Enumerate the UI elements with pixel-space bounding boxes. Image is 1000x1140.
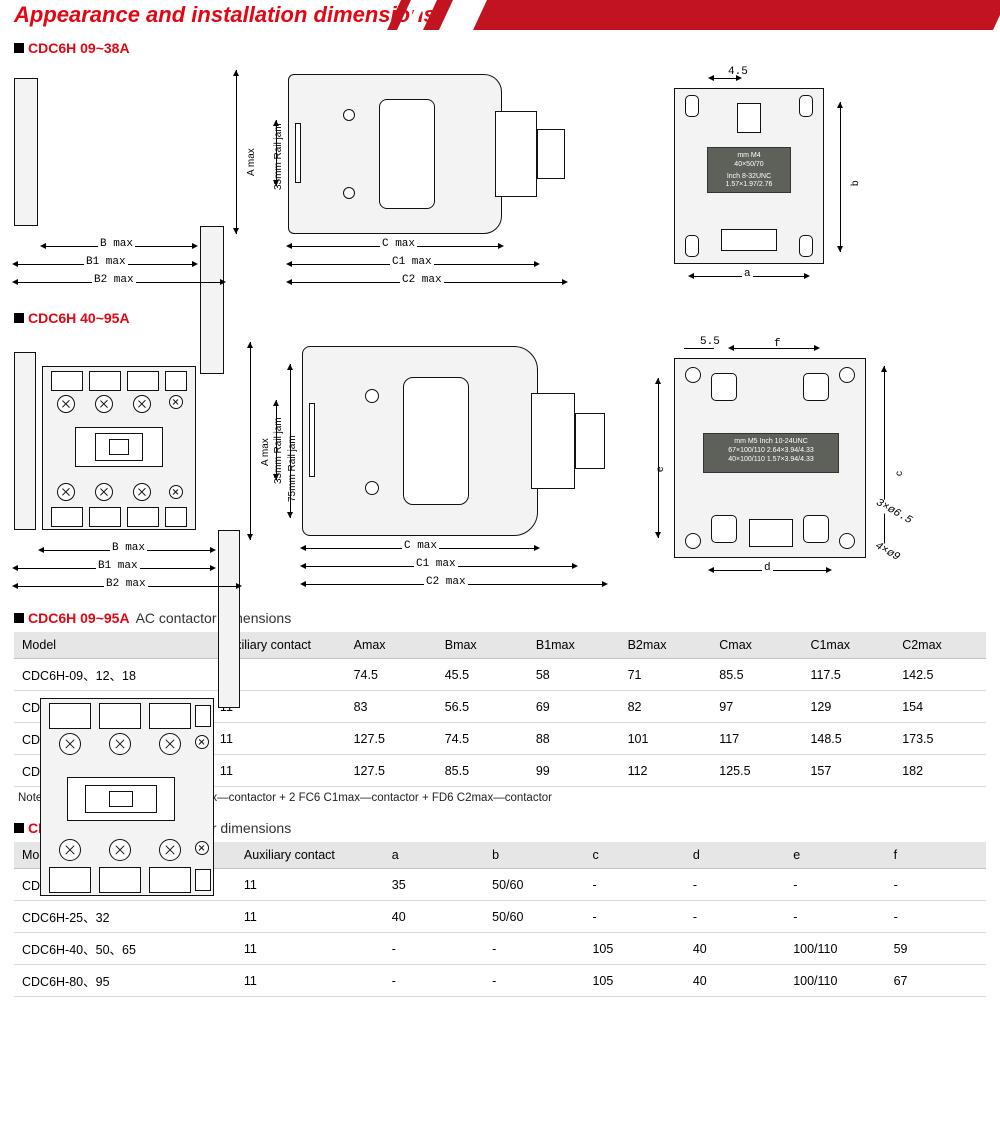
- table-header: Cmax: [711, 632, 802, 659]
- header-band: Appearance and installation dimensions: [0, 0, 1000, 34]
- table-header: Auxiliary contact: [236, 842, 384, 869]
- table-header: c: [584, 842, 684, 869]
- drawings-row-2: A max B max B1 max B2 max 75mm R: [0, 332, 1000, 604]
- back-view-large: 5.5 f mm M5 Inch 10-24UNC 67×100/110 2.6…: [640, 336, 940, 596]
- page-title: Appearance and installation dimensions: [14, 2, 436, 28]
- table-header: C2max: [894, 632, 986, 659]
- table-header: f: [886, 842, 986, 869]
- table-header: Amax: [346, 632, 437, 659]
- table-header: d: [685, 842, 785, 869]
- section-label-4095: CDC6H 40~95A: [14, 310, 1000, 326]
- side-view-large: 75mm Rail jam 35mm Rail jam C max C1 max…: [262, 336, 622, 596]
- side-view-small: 35mm Rail jam C max C1 max C2 max: [262, 66, 622, 296]
- table1-label: CDC6H 09~95AAC contactor dimensions: [14, 610, 1000, 626]
- front-view-small: A max B max B1 max B2 max: [14, 66, 244, 296]
- table-header: Bmax: [437, 632, 528, 659]
- table-header: e: [785, 842, 885, 869]
- table-row: CDC6H-09、12、181174.545.5587185.5117.5142…: [14, 659, 986, 691]
- table-header: B2max: [620, 632, 712, 659]
- table-header: Model: [14, 632, 212, 659]
- drawings-row-1: A max B max B1 max B2 max: [0, 62, 1000, 304]
- table-header: a: [384, 842, 484, 869]
- header-stripes: [440, 0, 1000, 30]
- back-view-small: 4.5 mm M440×50/70 Inch 8-32UNC1.57×1.97/…: [640, 66, 940, 296]
- section-label-0938: CDC6H 09~38A: [14, 40, 1000, 56]
- table-row: CDC6H-80、9511--10540100/11067: [14, 965, 986, 997]
- table-header: B1max: [528, 632, 620, 659]
- table-row: CDC6H-40、50、6511--10540100/11059: [14, 933, 986, 965]
- front-view-large: A max B max B1 max B2 max: [14, 336, 244, 596]
- table-header: b: [484, 842, 584, 869]
- table-row: CDC6H-25、32114050/60----: [14, 901, 986, 933]
- table-header: C1max: [802, 632, 894, 659]
